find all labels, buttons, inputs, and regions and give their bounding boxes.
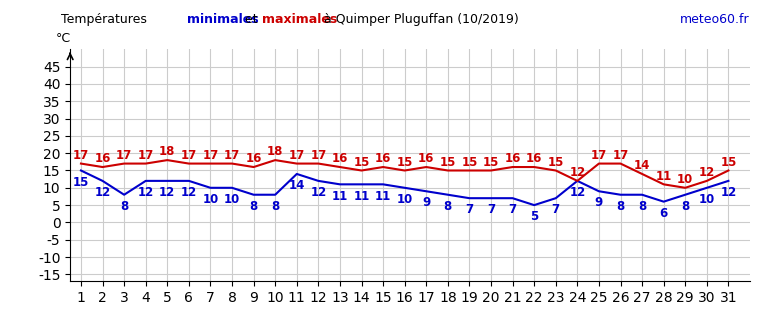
Text: 16: 16: [332, 152, 348, 165]
Text: 15: 15: [461, 156, 477, 169]
Text: 10: 10: [677, 173, 693, 186]
Text: 7: 7: [552, 204, 560, 216]
Text: 16: 16: [526, 152, 542, 165]
Text: Températures: Températures: [61, 13, 155, 26]
Text: meteo60.fr: meteo60.fr: [680, 13, 750, 26]
Y-axis label: °C: °C: [56, 32, 71, 45]
Text: 12: 12: [138, 186, 154, 199]
Text: 11: 11: [353, 189, 369, 203]
Text: 18: 18: [159, 145, 175, 158]
Text: 8: 8: [444, 200, 452, 213]
Text: 12: 12: [311, 186, 327, 199]
Text: 8: 8: [271, 200, 279, 213]
Text: 15: 15: [548, 156, 564, 169]
Text: 10: 10: [396, 193, 413, 206]
Text: 17: 17: [181, 149, 197, 162]
Text: 12: 12: [569, 166, 585, 179]
Text: minimales: minimales: [187, 13, 259, 26]
Text: 17: 17: [224, 149, 240, 162]
Text: 8: 8: [617, 200, 625, 213]
Text: et: et: [241, 13, 262, 26]
Text: 8: 8: [638, 200, 646, 213]
Text: 9: 9: [595, 196, 603, 210]
Text: 15: 15: [353, 156, 369, 169]
Text: 18: 18: [267, 145, 283, 158]
Text: 17: 17: [116, 149, 132, 162]
Text: 5: 5: [530, 210, 539, 223]
Text: 8: 8: [681, 200, 689, 213]
Text: 11: 11: [375, 189, 391, 203]
Text: 17: 17: [311, 149, 327, 162]
Text: 11: 11: [656, 170, 672, 183]
Text: 15: 15: [720, 156, 737, 169]
Text: 14: 14: [634, 159, 650, 172]
Text: 12: 12: [181, 186, 197, 199]
Text: 8: 8: [120, 200, 129, 213]
Text: 16: 16: [246, 152, 262, 165]
Text: 12: 12: [721, 186, 737, 199]
Text: 10: 10: [698, 193, 715, 206]
Text: 7: 7: [487, 204, 495, 216]
Text: 14: 14: [288, 179, 305, 192]
Text: 9: 9: [422, 196, 431, 210]
Text: 11: 11: [332, 189, 348, 203]
Text: 12: 12: [159, 186, 175, 199]
Text: 17: 17: [73, 149, 89, 162]
Text: à Quimper Pluguffan (10/2019): à Quimper Pluguffan (10/2019): [316, 13, 519, 26]
Text: 17: 17: [202, 149, 219, 162]
Text: 15: 15: [396, 156, 413, 169]
Text: 16: 16: [504, 152, 521, 165]
Text: 16: 16: [94, 152, 111, 165]
Text: 12: 12: [698, 166, 715, 179]
Text: 15: 15: [440, 156, 456, 169]
Text: 6: 6: [659, 207, 668, 220]
Text: 15: 15: [73, 176, 90, 189]
Text: 17: 17: [288, 149, 305, 162]
Text: 17: 17: [138, 149, 154, 162]
Text: 12: 12: [94, 186, 111, 199]
Text: 7: 7: [465, 204, 474, 216]
Text: 16: 16: [418, 152, 435, 165]
Text: 17: 17: [613, 149, 629, 162]
Text: maximales: maximales: [262, 13, 337, 26]
Text: 17: 17: [591, 149, 607, 162]
Text: 8: 8: [249, 200, 258, 213]
Text: 16: 16: [375, 152, 391, 165]
Text: 15: 15: [483, 156, 500, 169]
Text: 10: 10: [202, 193, 219, 206]
Text: 7: 7: [509, 204, 516, 216]
Text: 10: 10: [224, 193, 240, 206]
Text: 12: 12: [569, 186, 585, 199]
